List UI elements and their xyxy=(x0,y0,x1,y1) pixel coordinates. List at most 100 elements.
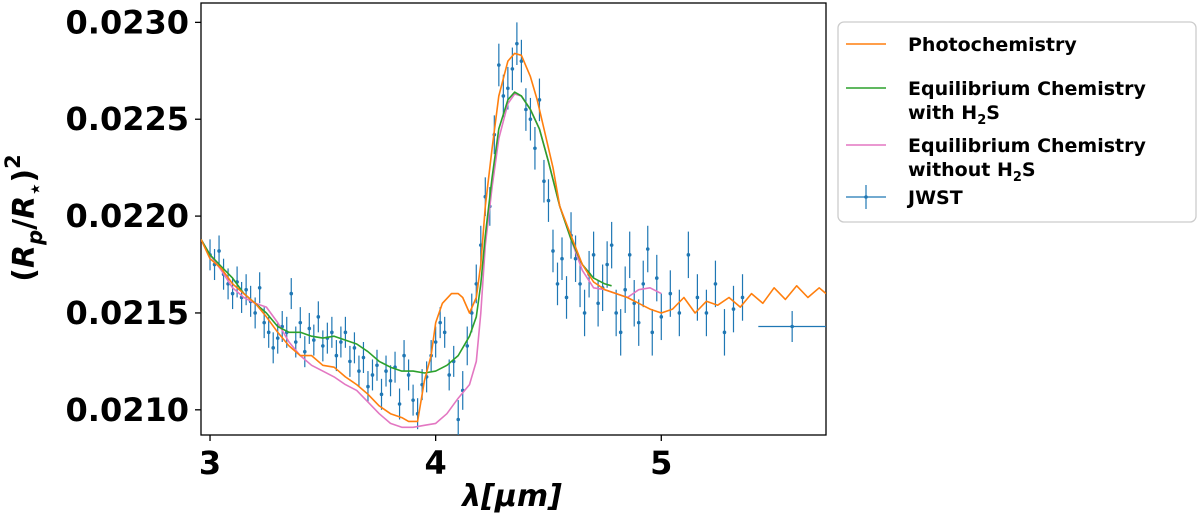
jwst-datapoint xyxy=(217,235,221,267)
jwst-datapoint xyxy=(582,289,587,337)
jwst-datapoint xyxy=(695,274,700,321)
jwst-datapoint xyxy=(623,266,627,313)
jwst-datapoint xyxy=(266,316,271,348)
jwst-datapoint xyxy=(456,400,461,435)
jwst-datapoint xyxy=(686,231,691,279)
jwst-datapoint xyxy=(524,88,528,131)
jwst-datapoint xyxy=(275,322,280,354)
jwst-datapoint xyxy=(402,340,406,372)
jwst-datapoint xyxy=(731,285,736,333)
jwst-datapoint xyxy=(519,39,524,83)
legend-entry-0: Photochemistry xyxy=(846,34,1077,56)
jwst-datapoint xyxy=(605,241,609,288)
jwst-wide-datapoint xyxy=(758,311,826,343)
jwst-datapoint xyxy=(397,388,402,420)
jwst-datapoint xyxy=(636,299,641,346)
jwst-datapoint xyxy=(357,355,361,387)
jwst-datapoint xyxy=(618,309,623,356)
jwst-datapoint xyxy=(627,231,632,279)
jwst-datapoint xyxy=(465,326,470,366)
jwst-datapoint xyxy=(551,229,555,273)
jwst-datapoint xyxy=(609,221,614,269)
jwst-datapoint xyxy=(573,235,578,282)
jwst-datapoint xyxy=(722,309,727,356)
jwst-datapoint xyxy=(591,231,596,279)
jwst-datapoint xyxy=(546,179,551,222)
jwst-datapoint xyxy=(244,274,248,306)
jwst-datapoint xyxy=(555,262,560,306)
y-tick-label: 0.0215 xyxy=(66,294,189,332)
jwst-datapoint xyxy=(411,384,415,416)
jwst-datapoint xyxy=(307,312,312,344)
jwst-datapoint xyxy=(641,260,646,308)
jwst-datapoint xyxy=(713,260,718,308)
jwst-datapoint xyxy=(257,272,262,304)
jwst-datapoint xyxy=(361,342,366,374)
jwst-datapoint xyxy=(375,349,379,381)
jwst-datapoint xyxy=(515,22,519,65)
jwst-datapoint xyxy=(442,316,447,348)
jwst-datapoint xyxy=(497,43,501,87)
jwst-datapoint xyxy=(654,254,659,302)
y-axis-label: (Rp/R⋆)2 xyxy=(1,154,47,281)
jwst-datapoint xyxy=(645,225,650,273)
jwst-datapoint xyxy=(614,289,618,337)
jwst-datapoint xyxy=(528,97,533,141)
legend-label: Equilibrium Chemistry xyxy=(908,78,1146,100)
x-tick-label: 4 xyxy=(425,444,447,482)
jwst-datapoint xyxy=(388,365,393,397)
x-axis-ticks: 3 4 5 xyxy=(199,435,672,482)
jwst-datapoint xyxy=(384,355,388,387)
legend-label: JWST xyxy=(906,187,963,209)
jwst-datapoint xyxy=(379,378,384,410)
jwst-errorbars xyxy=(208,22,826,435)
model-lines xyxy=(201,52,826,429)
jwst-datapoint xyxy=(330,316,334,348)
jwst-datapoint xyxy=(433,326,438,358)
y-tick-label: 0.0220 xyxy=(66,197,189,235)
jwst-datapoint xyxy=(312,324,316,356)
legend-label: Photochemistry xyxy=(908,34,1077,56)
jwst-datapoint xyxy=(704,289,709,337)
jwst-datapoint xyxy=(510,47,515,91)
jwst-datapoint xyxy=(366,371,370,403)
jwst-datapoint xyxy=(406,359,411,391)
jwst-datapoint xyxy=(343,316,348,348)
jwst-datapoint xyxy=(334,340,339,372)
y-axis-ticks: 0.0210 0.0215 0.0220 0.0225 0.0230 xyxy=(66,3,201,429)
series-line-0 xyxy=(201,52,826,423)
jwst-datapoint xyxy=(659,293,664,341)
jwst-datapoint xyxy=(370,359,375,391)
jwst-datapoint xyxy=(632,280,637,327)
jwst-datapoint xyxy=(438,307,442,339)
jwst-datapoint xyxy=(321,330,325,362)
legend-label: Equilibrium Chemistry xyxy=(908,135,1146,157)
jwst-datapoint xyxy=(262,307,266,339)
jwst-datapoint xyxy=(560,237,564,281)
jwst-datapoint xyxy=(316,301,321,333)
series-line-1 xyxy=(201,91,612,374)
jwst-datapoint xyxy=(650,309,655,356)
legend-label-line2: without H2S xyxy=(908,159,1036,185)
jwst-datapoint xyxy=(447,359,451,391)
jwst-datapoint xyxy=(289,278,294,310)
series-line-2 xyxy=(201,93,662,429)
jwst-datapoint xyxy=(348,345,352,377)
jwst-datapoint xyxy=(302,336,307,368)
x-tick-label: 3 xyxy=(199,444,221,482)
plot-area xyxy=(200,2,827,436)
jwst-datapoint xyxy=(677,289,682,337)
legend-label-line2: with H2S xyxy=(908,102,1000,128)
jwst-datapoint xyxy=(578,260,582,308)
jwst-datapoint xyxy=(271,332,276,364)
legend-entry-3: JWST xyxy=(846,185,963,209)
y-tick-label: 0.0225 xyxy=(66,100,189,138)
jwst-datapoint xyxy=(740,274,745,321)
y-tick-label: 0.0230 xyxy=(66,3,189,41)
x-tick-label: 5 xyxy=(650,444,672,482)
x-axis-label: λ[μm] xyxy=(460,479,562,514)
